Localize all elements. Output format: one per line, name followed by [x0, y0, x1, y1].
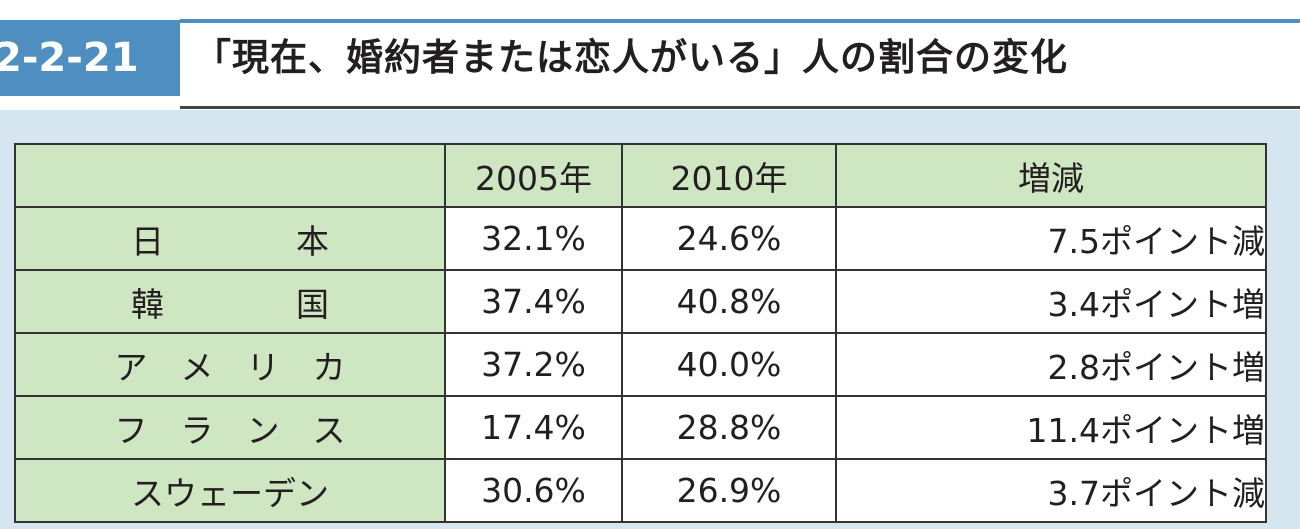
- value-2005-cell: 32.1%: [444, 206, 623, 271]
- country-cell: 日 本: [14, 206, 446, 271]
- change-cell: 3.7ポイント減: [835, 458, 1267, 523]
- country-cell: ア メ リ カ: [14, 332, 446, 397]
- header-cell-change: 増減: [835, 143, 1267, 208]
- figure-number-badge: 2-2-21: [0, 20, 180, 96]
- value-2010-cell: 26.9%: [621, 458, 837, 523]
- value-2010-cell: 40.8%: [621, 269, 837, 334]
- country-cell: 韓 国: [14, 269, 446, 334]
- header-cell-2005: 2005年: [444, 143, 623, 208]
- country-cell: フ ラ ン ス: [14, 395, 446, 460]
- data-table: 2005年 2010年 増減 日 本 32.1% 24.6% 7.5ポイント減 …: [14, 143, 1267, 523]
- figure-number: 2-2-21: [0, 35, 139, 81]
- value-2005-cell: 30.6%: [444, 458, 623, 523]
- value-2005-cell: 37.2%: [444, 332, 623, 397]
- change-cell: 11.4ポイント増: [835, 395, 1267, 460]
- header-bottom-rule: [180, 106, 1300, 109]
- change-cell: 7.5ポイント減: [835, 206, 1267, 271]
- value-2010-cell: 40.0%: [621, 332, 837, 397]
- change-cell: 2.8ポイント増: [835, 332, 1267, 397]
- table-row: 韓 国 37.4% 40.8% 3.4ポイント増: [14, 269, 1267, 334]
- value-2010-cell: 28.8%: [621, 395, 837, 460]
- value-2005-cell: 37.4%: [444, 269, 623, 334]
- table-row: フ ラ ン ス 17.4% 28.8% 11.4ポイント増: [14, 395, 1267, 460]
- figure-header: 2-2-21 「現在、婚約者または恋人がいる」人の割合の変化: [0, 0, 1300, 110]
- country-cell: スウェーデン: [14, 458, 446, 523]
- header-cell-empty: [14, 143, 446, 208]
- value-2005-cell: 17.4%: [444, 395, 623, 460]
- table-row: 日 本 32.1% 24.6% 7.5ポイント減: [14, 206, 1267, 271]
- figure-title: 「現在、婚約者または恋人がいる」人の割合の変化: [194, 36, 1068, 79]
- value-2010-cell: 24.6%: [621, 206, 837, 271]
- header-cell-2010: 2010年: [621, 143, 837, 208]
- change-cell: 3.4ポイント増: [835, 269, 1267, 334]
- table-header-row: 2005年 2010年 増減: [14, 143, 1267, 208]
- table-row: ア メ リ カ 37.2% 40.0% 2.8ポイント増: [14, 332, 1267, 397]
- table-row: スウェーデン 30.6% 26.9% 3.7ポイント減: [14, 458, 1267, 523]
- header-top-rule: [180, 19, 1300, 23]
